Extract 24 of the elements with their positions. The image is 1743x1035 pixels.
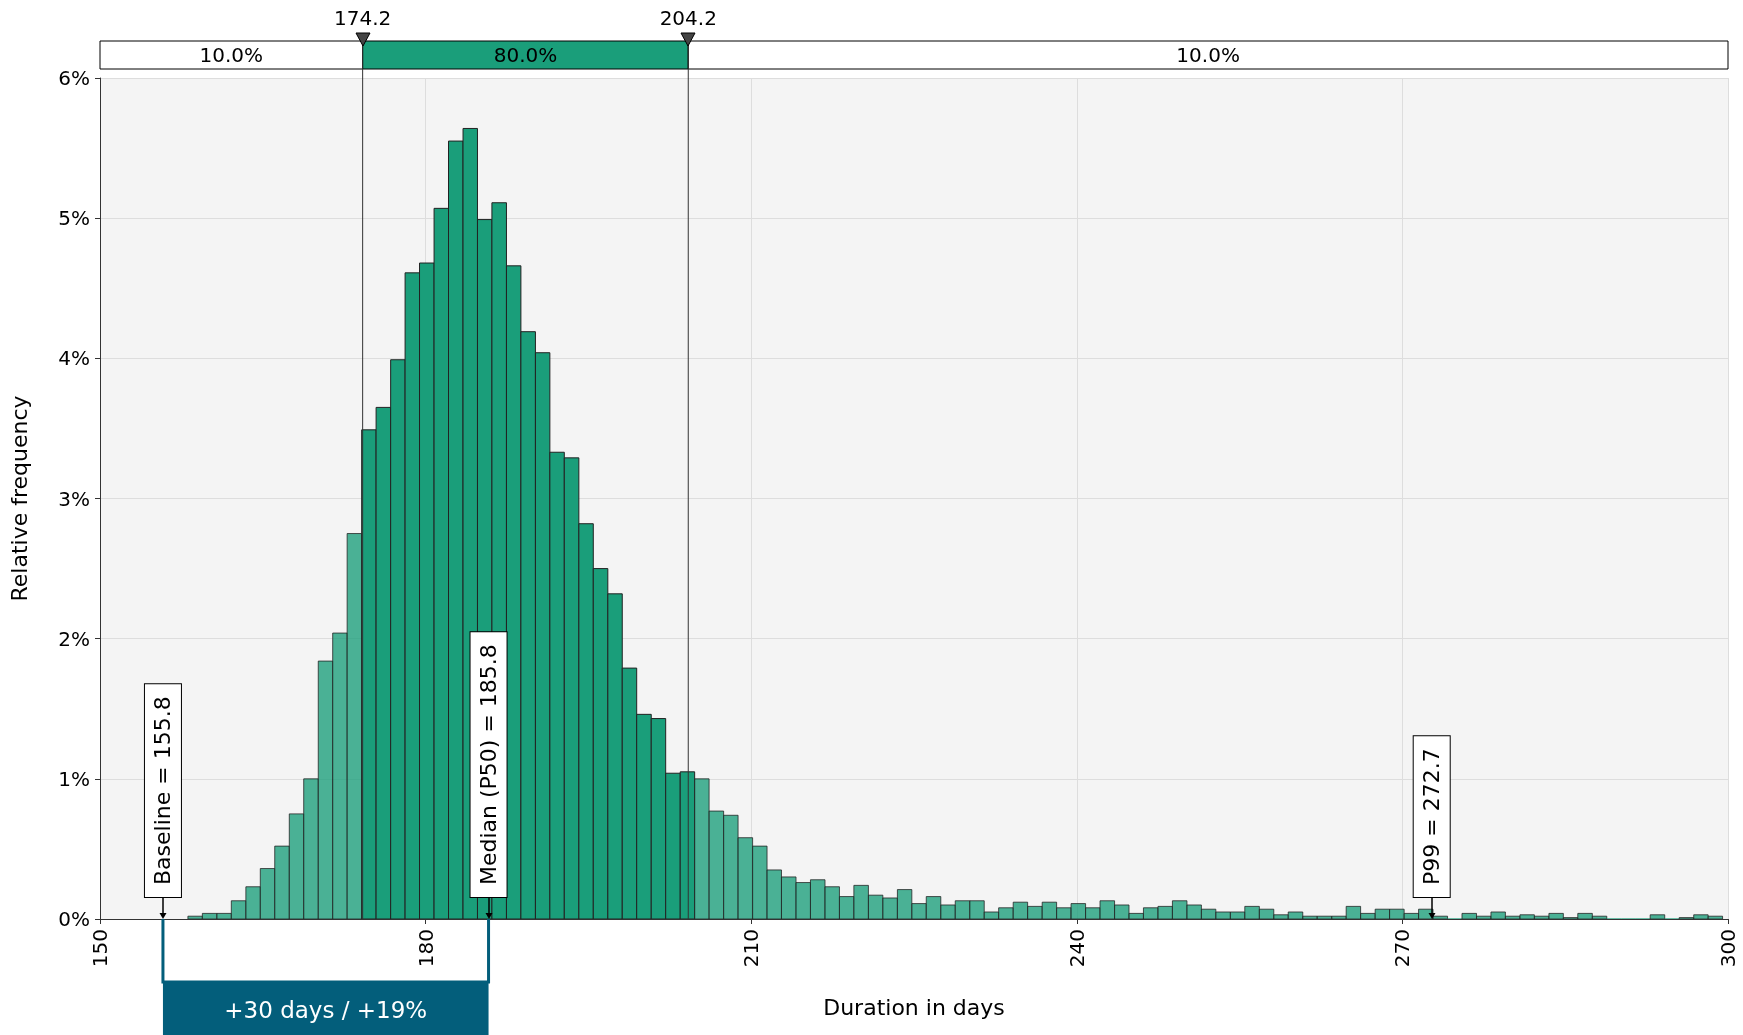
y-tick-label: 5% xyxy=(58,206,90,231)
ref-line-label: 174.2 xyxy=(334,6,392,30)
text: 80.0% xyxy=(493,43,558,67)
x-tick-label: 150 xyxy=(88,929,112,968)
text: +30 days / +19% xyxy=(224,997,428,1023)
text: 10.0% xyxy=(199,43,264,67)
x-tick-label: 270 xyxy=(1390,929,1415,968)
x-tick-label: 300 xyxy=(1716,929,1740,968)
text: 10.0% xyxy=(1176,43,1240,67)
y-tick-label: 3% xyxy=(58,486,90,511)
x-tick-label: 210 xyxy=(739,929,764,968)
x-tick-label: 180 xyxy=(413,929,438,968)
x-axis-title: Duration in days xyxy=(823,994,1005,1020)
y-tick-label: 1% xyxy=(58,766,90,791)
y-tick-label: 6% xyxy=(58,66,90,90)
ref-line-label: 204.2 xyxy=(659,6,717,30)
y-axis-title: Relative frequency xyxy=(6,395,32,602)
ref-line-label: P99 = 272.7 xyxy=(1419,748,1445,885)
y-tick-label: 2% xyxy=(58,626,90,651)
x-tick-label: 240 xyxy=(1064,929,1089,968)
y-tick-label: 0% xyxy=(58,907,90,931)
y-tick-label: 4% xyxy=(58,346,90,371)
ref-line-label: Median (P50) = 185.8 xyxy=(476,644,502,885)
ref-line-label: Baseline = 155.8 xyxy=(150,696,176,885)
